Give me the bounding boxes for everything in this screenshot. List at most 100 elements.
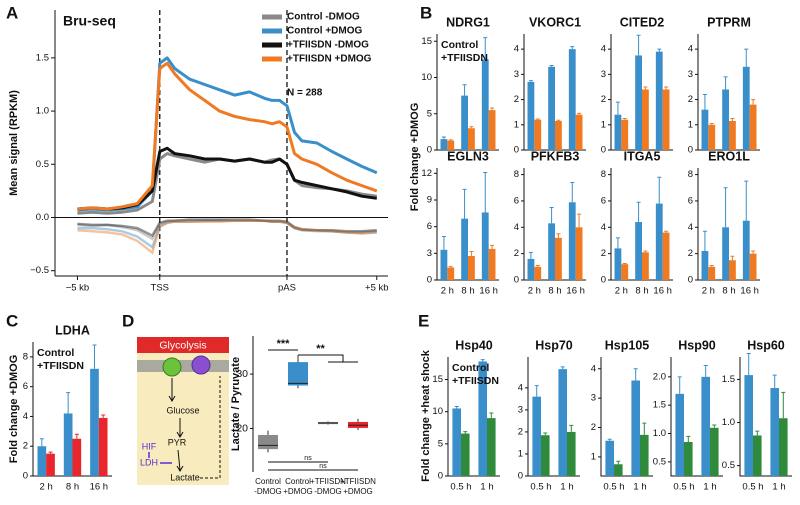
y-tick-label: 2 — [591, 422, 596, 433]
error-bar — [480, 359, 485, 362]
y-tick-label: 8 — [688, 169, 693, 180]
bar — [642, 89, 649, 150]
legend-label: Control — [37, 347, 74, 359]
bar — [468, 128, 475, 150]
error-bar — [101, 414, 106, 418]
significance-label: *** — [277, 338, 291, 350]
y-tick-label: 4 — [514, 222, 519, 233]
legend-label: Control +DMOG — [287, 26, 362, 37]
bar — [749, 104, 757, 150]
bar — [488, 248, 496, 280]
x-tick-label: TSS — [151, 283, 169, 294]
bar — [605, 440, 614, 476]
significance-label: ns — [304, 455, 312, 462]
bar — [98, 417, 108, 476]
error-bar — [560, 366, 565, 370]
y-tick-label: 6 — [601, 195, 606, 206]
x-tick-label: +TFIISDN -DMOG — [310, 477, 346, 496]
y-tick-label: 5 — [438, 438, 443, 449]
error-bar — [616, 460, 621, 465]
bar — [46, 453, 55, 476]
error-bar — [643, 86, 648, 90]
error-bar — [448, 266, 453, 268]
bar — [558, 369, 567, 476]
error-bar — [657, 176, 662, 204]
error-bar — [702, 230, 707, 252]
y-tick-label: 3 — [518, 404, 523, 415]
panel-letter: E — [418, 311, 429, 330]
bar — [708, 266, 716, 280]
x-tick-label: 16 h — [566, 286, 585, 297]
x-tick-label: 2 h — [702, 286, 715, 297]
bar — [631, 380, 640, 476]
x-tick-label: 0.5 h — [673, 482, 694, 493]
y-tick-label: 1.5 — [653, 400, 666, 411]
x-tick-label: 1 h — [772, 482, 785, 493]
error-bar — [677, 376, 682, 394]
bar — [635, 55, 642, 150]
bar — [722, 227, 729, 280]
y-tick-label: 0 — [688, 275, 693, 286]
y-tick-label: 2 — [601, 248, 606, 259]
x-tick-label: Control -DMOG — [254, 477, 282, 496]
bar — [481, 212, 489, 280]
error-bar — [709, 123, 714, 125]
y-tick-label: 8 — [514, 169, 519, 180]
y-axis-label: Mean signal (RPKM) — [8, 90, 20, 196]
y-tick-label: 0 — [518, 471, 523, 482]
error-bar — [570, 46, 575, 50]
bar — [701, 109, 709, 150]
x-tick-label: 2 h — [615, 286, 628, 297]
error-bar — [751, 250, 756, 254]
error-bar — [723, 76, 728, 90]
y-tick-label: 0 — [601, 145, 606, 156]
bar — [779, 418, 788, 476]
bar — [614, 248, 622, 280]
error-bar — [448, 139, 453, 141]
error-bar — [642, 422, 647, 435]
x-tick-label: 1 h — [633, 482, 646, 493]
y-tick-label: 0 — [514, 275, 519, 286]
x-tick-label: 16 h — [90, 482, 109, 493]
y-tick-label: 30 — [236, 368, 248, 380]
bar — [749, 253, 757, 280]
x-tick-label: 8 h — [635, 286, 648, 297]
x-tick-label: +TFIISDN +DMOG — [340, 477, 376, 496]
sense-line — [77, 56, 378, 212]
bar — [640, 434, 649, 476]
panel-title: Hsp60 — [747, 338, 785, 352]
bar — [488, 110, 496, 150]
bar — [575, 114, 583, 150]
y-tick-label: 4 — [601, 44, 606, 55]
error-bar — [462, 188, 467, 219]
y-tick-label: 6 — [688, 195, 693, 206]
transporter — [162, 357, 182, 377]
y-tick-label: 4 — [514, 44, 519, 55]
legend-label: +TFIISDN +DMOG — [287, 54, 372, 65]
error-bar — [441, 136, 446, 140]
bar — [701, 251, 709, 280]
panel-title: NDRG1 — [446, 15, 490, 29]
y-tick-label: 0 — [601, 275, 606, 286]
legend-label: +TFIISDN — [37, 360, 84, 372]
bar — [708, 124, 716, 150]
error-bar — [549, 65, 554, 67]
antisense-line — [77, 219, 377, 255]
panel-title: Hsp70 — [535, 338, 573, 352]
panel-title: Hsp90 — [678, 338, 716, 352]
y-axis-label: Lactate / Pyruvate — [230, 357, 242, 451]
bar — [487, 418, 496, 476]
error-bar — [746, 353, 751, 376]
error-bar — [569, 424, 574, 432]
x-tick-label: 1 h — [480, 482, 493, 493]
error-bar — [528, 251, 533, 259]
bar — [532, 396, 541, 476]
legend-label: Control — [441, 39, 478, 51]
error-bar — [74, 433, 79, 439]
y-tick-label: 0 — [514, 145, 519, 156]
x-tick-label: 16 h — [653, 286, 672, 297]
membrane — [137, 360, 229, 372]
error-bar — [643, 250, 648, 253]
bar — [753, 435, 762, 476]
